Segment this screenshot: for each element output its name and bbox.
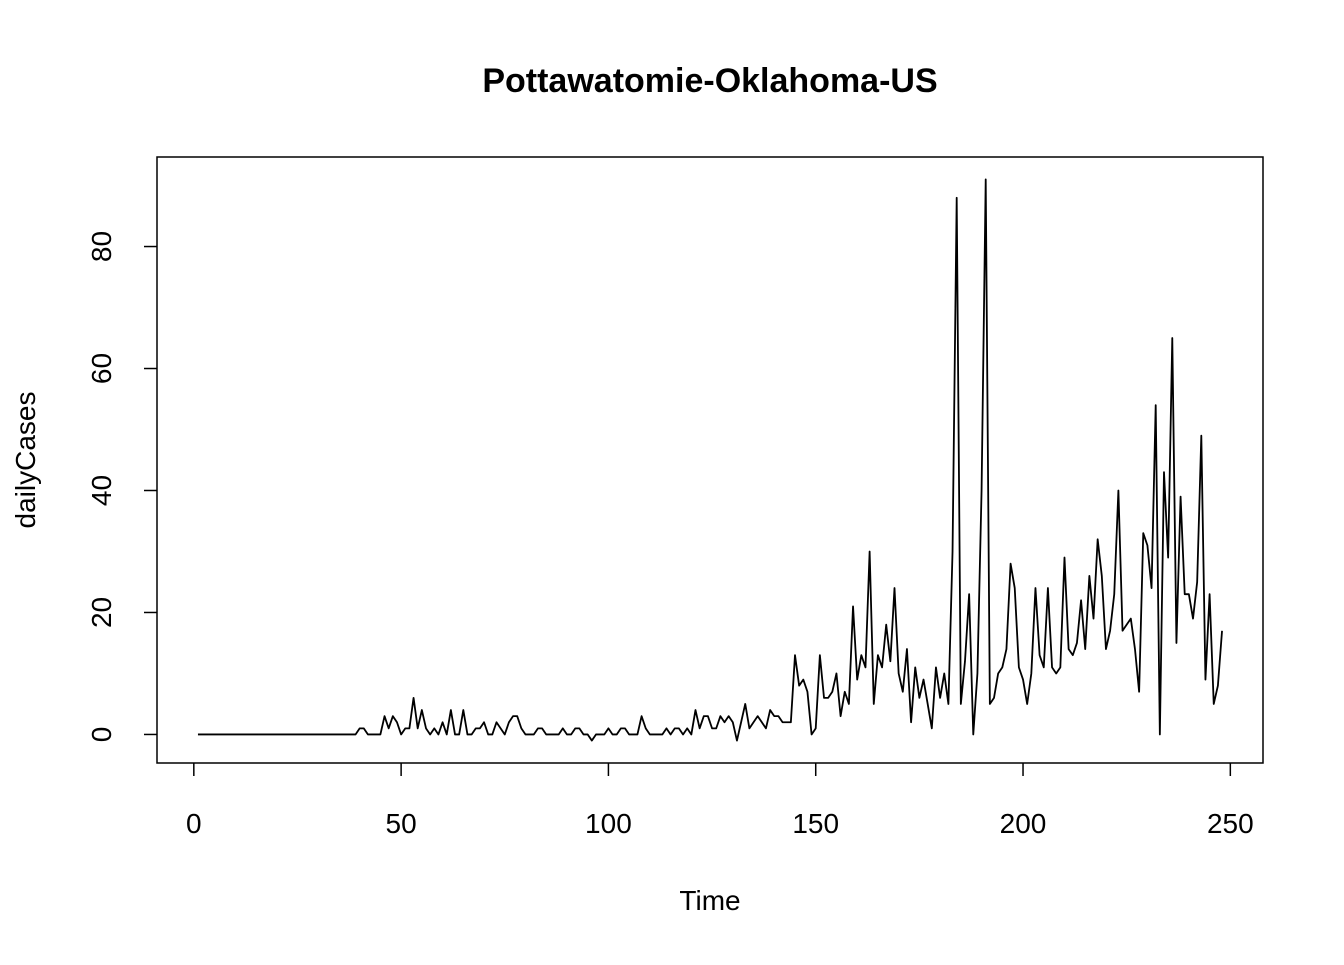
y-tick-label: 20 [86,597,117,628]
chart-title: Pottawatomie-Oklahoma-US [482,62,937,100]
x-tick-label: 150 [792,808,839,839]
y-tick-label: 0 [86,727,117,743]
x-tick-label: 50 [386,808,417,839]
series-line [197,178,1223,742]
x-tick-label: 100 [585,808,632,839]
x-tick-label: 250 [1207,808,1254,839]
y-tick-label: 60 [86,353,117,384]
plot-box [156,156,1264,764]
y-tick-label: 80 [86,231,117,262]
x-tick-label: 200 [1000,808,1047,839]
y-axis-label: dailyCases [10,392,41,529]
x-axis-label: Time [679,885,740,916]
y-tick-label: 40 [86,475,117,506]
x-tick-label: 0 [186,808,202,839]
